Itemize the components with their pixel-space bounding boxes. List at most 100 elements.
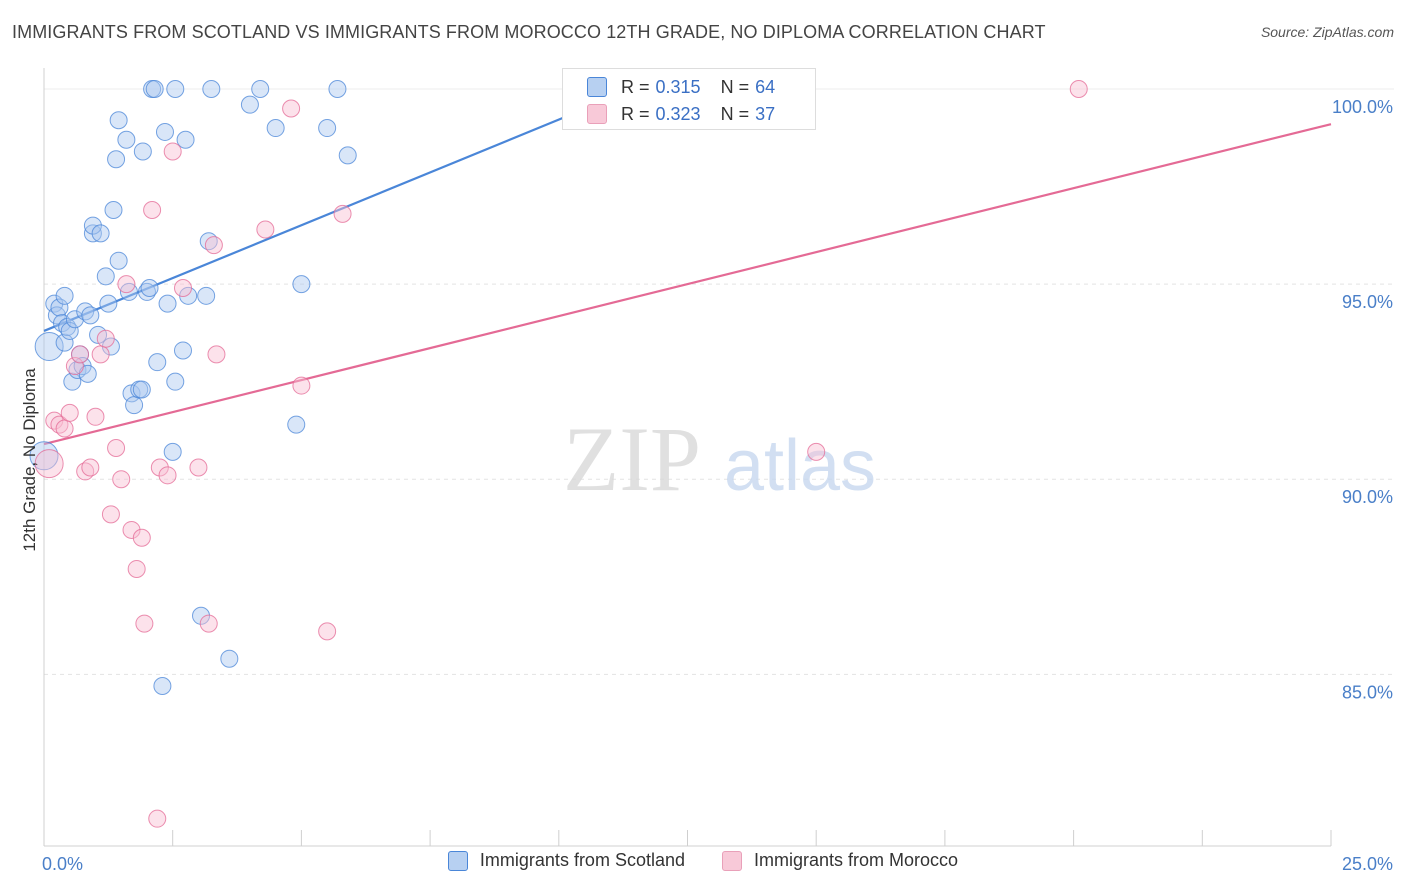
point-morocco	[107, 439, 126, 457]
x-tick-label-start: 0.0%	[42, 854, 83, 874]
point-morocco	[163, 142, 182, 161]
stats-row-scotland: R = 0.315 N = 64	[587, 75, 775, 99]
point-scotland	[287, 415, 306, 434]
point-morocco	[86, 407, 105, 426]
chart-title: IMMIGRANTS FROM SCOTLAND VS IMMIGRANTS F…	[12, 22, 1046, 42]
point-scotland	[318, 119, 337, 138]
point-scotland	[158, 294, 177, 313]
point-morocco	[333, 204, 352, 223]
point-scotland	[107, 150, 126, 169]
legend-label-scotland: Immigrants from Scotland	[479, 850, 685, 870]
watermark-atlas: atlas	[724, 426, 876, 506]
point-morocco	[112, 470, 131, 489]
point-scotland	[220, 649, 239, 668]
point-morocco	[60, 403, 79, 422]
point-scotland	[109, 111, 128, 130]
point-scotland	[65, 310, 84, 329]
stats-n-label: N =	[720, 103, 750, 124]
stats-n-value: 64	[755, 76, 776, 97]
tick-labels: 85.0% 90.0% 95.0% 100.0% 0.0% 25.0%	[42, 97, 1393, 874]
trend-line-morocco	[43, 123, 1332, 446]
point-scotland	[91, 224, 110, 243]
stats-r-label: R =	[621, 103, 650, 124]
point-morocco	[292, 376, 311, 395]
point-scotland	[109, 251, 128, 270]
point-scotland	[176, 130, 195, 149]
morocco-swatch	[587, 104, 607, 124]
point-morocco	[204, 236, 223, 255]
point-morocco	[143, 200, 162, 219]
point-scotland	[202, 80, 221, 99]
point-scotland	[338, 146, 357, 165]
grid-layer	[44, 88, 1394, 675]
data-points	[29, 80, 1088, 828]
point-scotland	[292, 275, 311, 294]
point-scotland	[163, 442, 182, 461]
point-morocco	[65, 357, 84, 376]
point-morocco	[807, 442, 826, 461]
point-scotland	[145, 80, 164, 99]
watermark-zip: ZIP	[563, 408, 701, 510]
point-scotland	[148, 353, 167, 372]
point-morocco	[127, 559, 146, 578]
stats-r-value: 0.323	[655, 103, 701, 124]
point-scotland	[133, 142, 152, 161]
point-scotland	[328, 80, 347, 99]
legend-label-morocco: Immigrants from Morocco	[754, 850, 959, 870]
point-scotland	[155, 122, 174, 141]
point-scotland	[240, 95, 259, 114]
trend-lines	[43, 76, 1332, 446]
point-morocco	[96, 329, 115, 348]
point-scotland	[83, 216, 102, 235]
point-scotland	[251, 80, 270, 99]
point-scotland	[266, 119, 285, 138]
point-morocco	[81, 458, 100, 477]
x-tick-label-end: 25.0%	[1342, 854, 1393, 874]
y-axis-label: 12th Grade, No Diploma	[20, 368, 39, 552]
point-morocco	[71, 345, 90, 364]
point-scotland	[166, 80, 185, 99]
point-morocco	[132, 528, 151, 547]
point-morocco	[158, 466, 177, 485]
point-morocco	[199, 614, 218, 633]
point-morocco	[150, 458, 169, 477]
point-scotland	[55, 286, 74, 305]
legend-item-morocco[interactable]: Immigrants from Morocco	[722, 850, 958, 871]
point-scotland	[104, 200, 123, 219]
point-scotland	[29, 441, 59, 471]
point-morocco	[1069, 80, 1088, 99]
stats-n-label: N =	[720, 76, 750, 97]
point-scotland	[192, 606, 211, 625]
point-scotland	[197, 286, 216, 305]
point-morocco	[135, 614, 154, 633]
point-scotland	[132, 380, 151, 399]
point-scotland	[140, 279, 159, 298]
point-scotland	[153, 677, 172, 696]
point-scotland	[96, 267, 115, 286]
point-morocco	[55, 419, 74, 438]
point-morocco	[207, 345, 226, 364]
point-morocco	[148, 809, 167, 828]
point-scotland	[81, 306, 100, 325]
point-morocco	[318, 622, 337, 641]
source-label: Source: ZipAtlas.com	[1260, 24, 1394, 40]
point-scotland	[83, 224, 102, 243]
stats-legend: R = 0.315 N = 64 R = 0.323 N = 37	[562, 68, 816, 130]
point-scotland	[55, 333, 74, 352]
point-morocco	[117, 275, 136, 294]
legend-swatch-scotland	[447, 850, 468, 871]
point-scotland	[63, 372, 82, 391]
point-morocco	[282, 99, 301, 118]
stats-r-label: R =	[621, 76, 650, 97]
point-scotland	[117, 130, 136, 149]
trend-line-scotland	[43, 76, 663, 332]
stats-n-value: 37	[755, 103, 776, 124]
point-morocco	[91, 345, 110, 364]
y-tick-label: 90.0%	[1342, 487, 1393, 507]
point-morocco	[34, 449, 64, 479]
y-tick-label: 85.0%	[1342, 682, 1393, 702]
legend-item-scotland[interactable]: Immigrants from Scotland	[447, 850, 685, 871]
stats-r-value: 0.315	[655, 76, 701, 97]
point-scotland	[173, 341, 192, 360]
scotland-swatch	[587, 77, 607, 97]
